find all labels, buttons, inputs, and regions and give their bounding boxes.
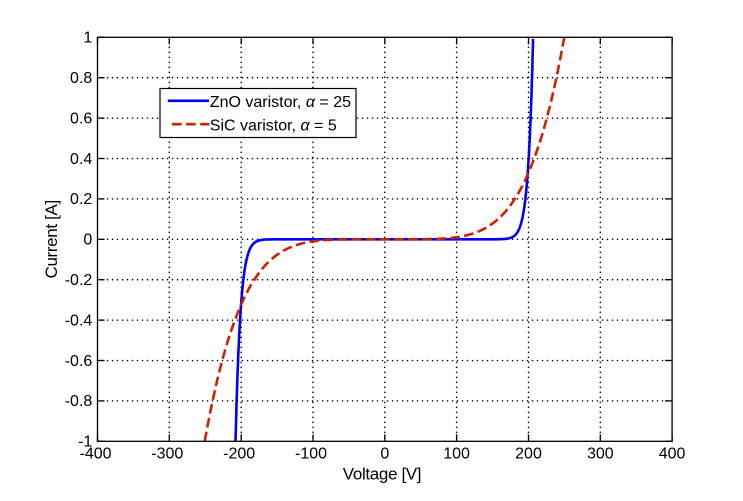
svg-text:SiC varistor, α = 5: SiC varistor, α = 5 <box>210 118 337 135</box>
svg-text:400: 400 <box>659 446 686 463</box>
svg-text:-200: -200 <box>223 446 255 463</box>
svg-text:200: 200 <box>515 446 542 463</box>
svg-text:ZnO varistor, α = 25: ZnO varistor, α = 25 <box>210 94 351 111</box>
svg-text:-0.6: -0.6 <box>65 353 93 370</box>
svg-text:0: 0 <box>83 232 92 249</box>
svg-text:0.6: 0.6 <box>70 110 92 127</box>
svg-text:-400: -400 <box>79 446 111 463</box>
svg-text:-0.8: -0.8 <box>65 393 93 410</box>
svg-text:Voltage [V]: Voltage [V] <box>343 465 421 484</box>
svg-text:-0.4: -0.4 <box>65 312 93 329</box>
svg-text:Current [A]: Current [A] <box>42 200 61 278</box>
svg-text:-1: -1 <box>78 434 92 451</box>
svg-text:1: 1 <box>83 30 92 47</box>
svg-text:0.4: 0.4 <box>70 151 92 168</box>
svg-text:0.2: 0.2 <box>70 191 92 208</box>
svg-text:100: 100 <box>443 446 470 463</box>
svg-text:0: 0 <box>380 446 389 463</box>
svg-text:-300: -300 <box>151 446 183 463</box>
svg-text:300: 300 <box>587 446 614 463</box>
svg-text:-100: -100 <box>295 446 327 463</box>
svg-text:0.8: 0.8 <box>70 70 92 87</box>
svg-text:-0.2: -0.2 <box>65 272 93 289</box>
